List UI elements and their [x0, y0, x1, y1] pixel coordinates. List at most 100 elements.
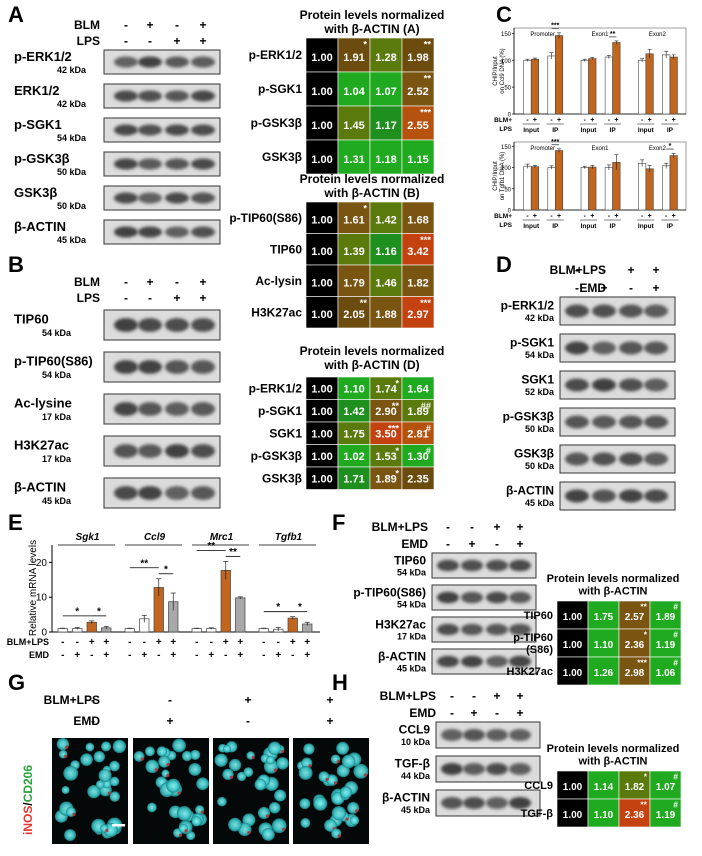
- cell-nucleus: [166, 778, 181, 793]
- blot-kda: 54 kDa: [397, 600, 427, 610]
- heatmap-value: 1.06: [656, 668, 676, 679]
- heatmap-cell: [369, 296, 403, 329]
- blot-band: [114, 90, 138, 102]
- heatmap-significance: *: [395, 446, 399, 456]
- row-label-line: p-ERK1/2: [249, 381, 303, 395]
- condition-sign: +: [166, 714, 173, 728]
- x-group-label: IP: [667, 223, 674, 230]
- x-sign: +: [89, 637, 95, 648]
- cell-nucleus: [268, 802, 281, 814]
- blot-band: [165, 444, 189, 458]
- heatmap-value: 1.00: [311, 214, 332, 226]
- blot-band: [191, 444, 215, 458]
- blot-name: CCL9: [399, 723, 431, 737]
- blot-band: [191, 124, 215, 136]
- inos-signal: [107, 791, 111, 795]
- x-sign: +: [614, 213, 618, 220]
- x-sign: +: [237, 650, 243, 661]
- x-sign: -: [128, 650, 131, 661]
- heatmap-cell: [337, 264, 371, 297]
- heatmap-value: 2.52: [407, 86, 428, 98]
- heatmap-cell: [587, 600, 620, 630]
- heatmap-value: 1.39: [343, 246, 364, 258]
- blot-name: H3K27ac: [14, 438, 69, 453]
- inos-signal: [177, 791, 181, 795]
- image-ylabel: iNOS/CD206: [21, 765, 35, 835]
- heatmap-row-label: GSK3β: [262, 471, 302, 485]
- heatmap-cell: [369, 71, 403, 107]
- blot-band: [191, 402, 215, 416]
- cell-nucleus: [64, 829, 77, 842]
- cell-nucleus: [303, 743, 315, 755]
- x-sign: +: [290, 637, 296, 648]
- blot-band: [165, 226, 189, 238]
- inos-signal: [337, 834, 341, 838]
- blot-band: [619, 304, 643, 318]
- x-sign: -: [608, 213, 611, 220]
- heatmap-value: 3.50: [375, 428, 396, 440]
- cell-nucleus: [172, 738, 186, 753]
- row-label-line: p-TIP60(S86): [229, 211, 302, 225]
- heatmap-significance: **: [640, 602, 647, 612]
- x-sign: -: [641, 213, 644, 220]
- mrna-bar: [287, 617, 298, 633]
- heatmap-significance: #: [426, 423, 432, 433]
- heatmap-cell: [305, 139, 339, 175]
- chip-bar: [580, 59, 589, 115]
- blot-band: [461, 591, 483, 604]
- title-line: Protein levels normalized: [300, 344, 445, 358]
- x-sign: -: [526, 213, 529, 220]
- title-line: with β-ACTIN: [577, 756, 647, 768]
- cell-nucleus: [191, 816, 202, 827]
- heatmap-value: 1.17: [375, 120, 396, 132]
- chip-bar: [638, 59, 647, 115]
- blot-band: [138, 90, 162, 102]
- heatmap-value: 1.46: [375, 277, 396, 289]
- inos-signal: [64, 754, 68, 758]
- chip-chart-tgfb1: 0 50 100 150 CHIP/Input on Tgfb1 DNA (%) Promo…: [493, 139, 687, 230]
- cell-nucleus: [336, 741, 350, 755]
- inos-signal: [282, 827, 286, 832]
- x-group-label: Input: [581, 223, 598, 230]
- x-sign: +: [590, 117, 594, 124]
- cell-nucleus: [267, 741, 282, 755]
- x-sign: +: [533, 117, 537, 124]
- heatmap-value: 1.42: [375, 214, 396, 226]
- blot-band: [191, 318, 215, 332]
- blot-band: [619, 452, 643, 466]
- blot-name: H3K27ac: [375, 617, 426, 631]
- x-sign: -: [608, 117, 611, 124]
- cell-nucleus: [190, 749, 201, 760]
- heatmap-cell: [556, 628, 589, 658]
- cell-nucleus: [299, 798, 311, 810]
- heatmap-significance: #: [673, 658, 678, 668]
- cell-nucleus: [144, 746, 155, 757]
- heatmap-value: 1.00: [311, 309, 332, 321]
- condition-label: BLM+LPS: [380, 689, 436, 703]
- heatmap-significance: **: [360, 298, 368, 308]
- heatmap-cell: [401, 296, 435, 329]
- x-sign: -: [291, 650, 294, 661]
- panel-d-blots: BLM+LPS- - + +EMD- + - +p-ERK1/242 kDap-SGK154…: [501, 263, 676, 511]
- condition-sign: -: [602, 263, 606, 277]
- blot-band: [486, 623, 508, 636]
- blot-band: [509, 729, 531, 741]
- x-sign: -: [665, 213, 668, 220]
- panel-letter-b: B: [8, 252, 24, 277]
- blot-band: [437, 559, 459, 572]
- y-tick-label: 0: [508, 209, 512, 215]
- heatmap-value: 1.10: [594, 810, 614, 821]
- row-label: EMD: [29, 650, 50, 660]
- cell-nucleus: [339, 786, 353, 799]
- heatmap-value: 2.36: [625, 640, 645, 651]
- cell-nucleus: [85, 742, 95, 752]
- heatmap-cell: [649, 656, 682, 686]
- condition-sign: -: [472, 689, 476, 703]
- title-line: with β-ACTIN: [577, 586, 647, 598]
- heatmap-value: 1.30: [407, 451, 428, 463]
- blot-band: [165, 124, 189, 136]
- heatmap-significance: #: [673, 630, 678, 640]
- heatmap-cell: [305, 201, 339, 234]
- sig-label: **: [140, 558, 148, 569]
